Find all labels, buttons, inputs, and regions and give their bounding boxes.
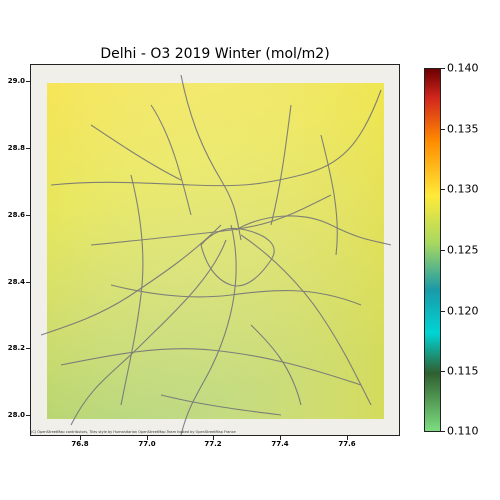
x-tick-label: 77.0 bbox=[138, 440, 156, 448]
map-title: Delhi - O3 2019 Winter (mol/m2) bbox=[100, 46, 330, 62]
y-tick-label: 28.8 bbox=[7, 144, 25, 152]
colorbar-tickmark bbox=[441, 371, 445, 372]
y-tickmark bbox=[26, 282, 30, 283]
y-tick-label: 29.0 bbox=[7, 77, 25, 85]
x-tick-label: 76.8 bbox=[71, 440, 89, 448]
colorbar-tickmark bbox=[441, 189, 445, 190]
colorbar-tick-label: 0.130 bbox=[447, 182, 479, 196]
y-tick-label: 28.6 bbox=[7, 211, 25, 219]
x-tickmark bbox=[280, 436, 281, 440]
colorbar-tick-label: 0.120 bbox=[447, 304, 479, 318]
map-panel[interactable] bbox=[30, 64, 400, 436]
road-network bbox=[40, 74, 392, 435]
y-tickmark bbox=[26, 415, 30, 416]
map-canvas[interactable] bbox=[31, 65, 400, 436]
colorbar-tick-label: 0.135 bbox=[447, 122, 479, 136]
colorbar-tickmark bbox=[441, 250, 445, 251]
colorbar bbox=[424, 68, 441, 432]
x-tickmark bbox=[347, 436, 348, 440]
colorbar-tickmark bbox=[441, 129, 445, 130]
x-tick-label: 77.4 bbox=[271, 440, 289, 448]
y-tickmark bbox=[26, 148, 30, 149]
x-tickmark bbox=[213, 436, 214, 440]
ozone-raster-east bbox=[47, 83, 384, 419]
colorbar-tick-label: 0.110 bbox=[447, 424, 479, 438]
y-tickmark bbox=[26, 215, 30, 216]
y-tick-label: 28.0 bbox=[7, 411, 25, 419]
colorbar-tickmark bbox=[441, 431, 445, 432]
y-tickmark bbox=[26, 348, 30, 349]
colorbar-tick-label: 0.140 bbox=[447, 61, 479, 75]
colorbar-tick-label: 0.115 bbox=[447, 364, 479, 378]
x-tick-label: 77.6 bbox=[338, 440, 356, 448]
y-tickmark bbox=[26, 81, 30, 82]
x-tickmark bbox=[80, 436, 81, 440]
x-tickmark bbox=[147, 436, 148, 440]
colorbar-tickmark bbox=[441, 68, 445, 69]
y-tick-label: 28.4 bbox=[7, 278, 25, 286]
map-attribution: (C) OpenStreetMap contributors, Tiles st… bbox=[31, 430, 236, 434]
colorbar-tick-label: 0.125 bbox=[447, 243, 479, 257]
y-tick-label: 28.2 bbox=[7, 344, 25, 352]
colorbar-tickmark bbox=[441, 311, 445, 312]
x-tick-label: 77.2 bbox=[204, 440, 222, 448]
